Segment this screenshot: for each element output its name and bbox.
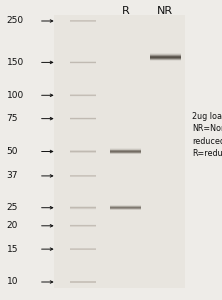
Bar xyxy=(150,54,181,55)
Bar xyxy=(150,58,181,59)
Text: R: R xyxy=(122,5,129,16)
Text: 75: 75 xyxy=(7,114,18,123)
Bar xyxy=(54,15,185,288)
Bar xyxy=(150,55,181,56)
Bar xyxy=(110,153,141,154)
Bar xyxy=(110,208,141,209)
Bar xyxy=(110,152,141,153)
Text: 150: 150 xyxy=(7,58,24,67)
Text: 15: 15 xyxy=(7,244,18,253)
Bar xyxy=(150,59,181,60)
Bar xyxy=(110,154,141,155)
Text: 20: 20 xyxy=(7,221,18,230)
Bar xyxy=(150,56,181,57)
Bar xyxy=(110,209,141,210)
Bar xyxy=(110,150,141,151)
Bar xyxy=(110,149,141,150)
Bar xyxy=(110,151,141,152)
Bar xyxy=(110,205,141,206)
Text: 250: 250 xyxy=(7,16,24,26)
Text: 100: 100 xyxy=(7,91,24,100)
Text: 50: 50 xyxy=(7,147,18,156)
Text: NR: NR xyxy=(157,5,173,16)
Bar xyxy=(110,206,141,207)
Bar xyxy=(150,60,181,61)
Bar xyxy=(110,148,141,149)
Bar xyxy=(110,207,141,208)
Text: 37: 37 xyxy=(7,171,18,180)
Bar xyxy=(150,57,181,58)
Text: 10: 10 xyxy=(7,278,18,286)
Text: 25: 25 xyxy=(7,203,18,212)
Text: 2ug loading
NR=Non-
reduced
R=reduced: 2ug loading NR=Non- reduced R=reduced xyxy=(192,112,222,158)
Bar xyxy=(150,53,181,54)
